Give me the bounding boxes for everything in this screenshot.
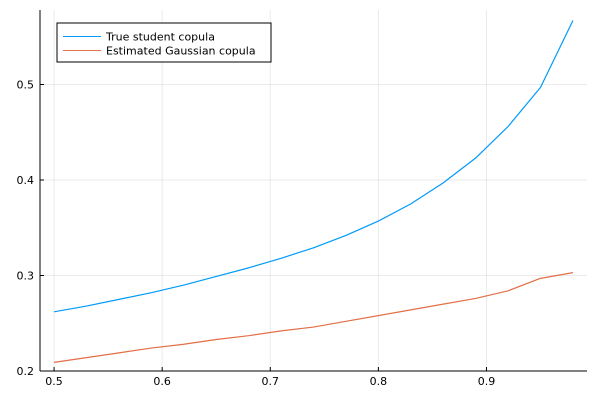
x-ticks: 0.5 0.6 0.7 0.8 0.9	[45, 367, 495, 388]
y-ticks: 0.2 0.3 0.4 0.5	[17, 78, 44, 378]
y-tick-label: 0.4	[17, 174, 35, 187]
series-line-true-student	[53, 20, 574, 313]
y-tick-label: 0.2	[17, 365, 35, 378]
legend-label-estimated-gaussian: Estimated Gaussian copula	[106, 45, 256, 58]
x-tick-label: 0.5	[45, 375, 63, 388]
legend: True student copula Estimated Gaussian c…	[56, 22, 272, 63]
x-tick-label: 0.9	[478, 375, 496, 388]
x-tick-label: 0.7	[262, 375, 280, 388]
x-tick-label: 0.8	[370, 375, 388, 388]
x-tick-label: 0.6	[153, 375, 171, 388]
axes	[39, 10, 587, 372]
y-tick-label: 0.3	[17, 269, 35, 282]
y-tick-label: 0.5	[17, 78, 35, 91]
series-line-estimated-gaussian	[53, 272, 574, 363]
legend-box	[56, 22, 272, 63]
series-lines	[53, 20, 574, 363]
legend-label-true-student: True student copula	[105, 31, 215, 44]
